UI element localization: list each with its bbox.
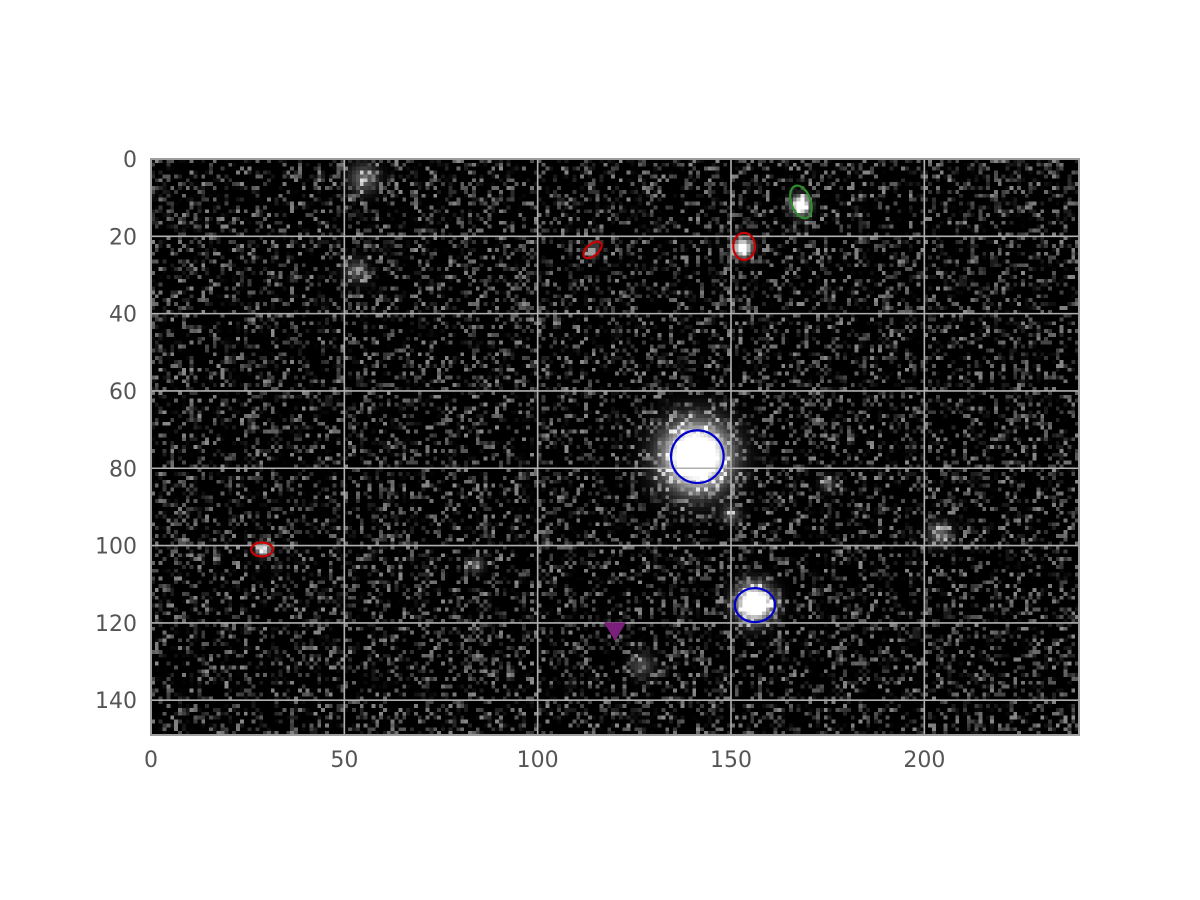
y-tick-label: 80 (109, 457, 137, 482)
ellipse-layer (250, 184, 813, 624)
x-tick-label: 0 (144, 748, 158, 773)
marker-layer (604, 622, 626, 642)
source-ellipse (582, 240, 603, 260)
y-tick-label: 40 (109, 303, 137, 328)
x-tick-label: 50 (330, 748, 358, 773)
y-tick-label: 0 (123, 148, 137, 173)
gridlines (151, 159, 1079, 735)
x-tick-label: 150 (710, 748, 752, 773)
image-layer (151, 159, 1079, 735)
triangle-marker (604, 622, 626, 642)
noise-image (151, 159, 1079, 735)
y-tick-label: 20 (109, 225, 137, 250)
source-ellipse (669, 429, 725, 485)
source-ellipse (732, 231, 757, 261)
x-tick-label: 200 (903, 748, 945, 773)
axes-frame (150, 158, 1080, 736)
source-ellipse (250, 541, 274, 558)
y-tick-label: 120 (95, 612, 137, 637)
x-axis-ticks: 0 50 100 150 200 (144, 748, 945, 773)
y-tick-label: 60 (109, 380, 137, 405)
y-tick-label: 140 (95, 689, 137, 714)
source-ellipse (733, 587, 777, 624)
y-tick-label: 100 (95, 535, 137, 560)
y-axis-ticks: 0 20 40 60 80 100 120 140 (95, 148, 137, 714)
source-ellipse (789, 184, 813, 220)
x-tick-label: 100 (517, 748, 559, 773)
